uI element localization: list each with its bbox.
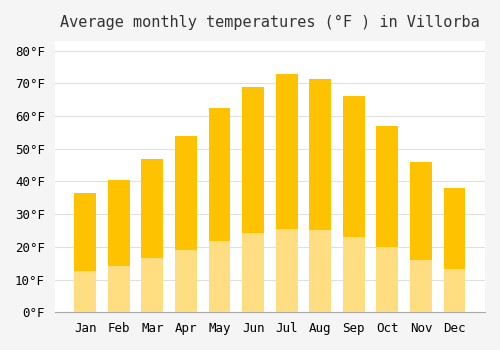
Bar [444, 269, 466, 312]
Bar [376, 247, 398, 312]
Bar [175, 251, 197, 312]
Bar [310, 230, 331, 312]
Bar [108, 180, 130, 312]
Bar [208, 108, 231, 312]
Bar [343, 237, 364, 312]
Bar [242, 87, 264, 312]
Bar [208, 241, 231, 312]
Bar [410, 260, 432, 312]
Bar [175, 136, 197, 312]
Bar [376, 126, 398, 312]
Bar [444, 188, 466, 312]
Bar [242, 233, 264, 312]
Bar [142, 259, 164, 312]
Bar [74, 193, 96, 312]
Bar [310, 78, 331, 312]
Bar [276, 74, 297, 312]
Bar [276, 229, 297, 312]
Bar [343, 97, 364, 312]
Bar [410, 162, 432, 312]
Bar [142, 159, 164, 312]
Bar [108, 266, 130, 312]
Title: Average monthly temperatures (°F ) in Villorba: Average monthly temperatures (°F ) in Vi… [60, 15, 480, 30]
Bar [74, 271, 96, 312]
